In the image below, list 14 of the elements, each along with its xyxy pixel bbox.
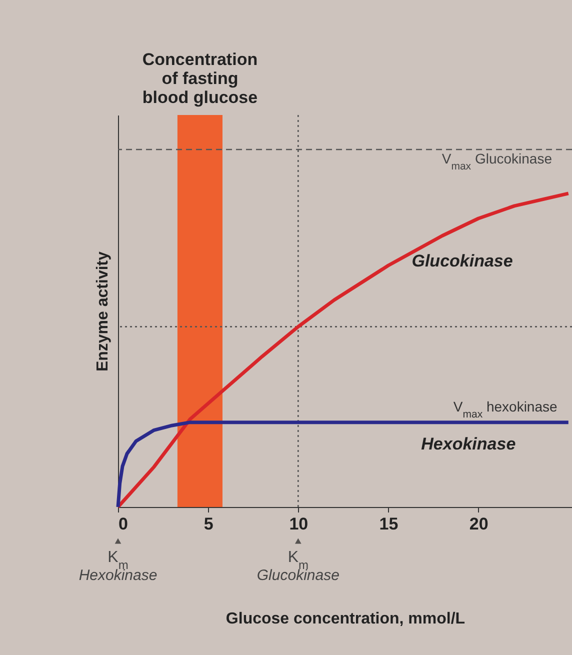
ref-line-label: V$_{max}$ Glucokinase bbox=[442, 150, 552, 172]
x-tick-label: 15 bbox=[379, 514, 398, 534]
x-tick-label: 5 bbox=[204, 514, 214, 534]
y-axis-title: Enzyme activity bbox=[94, 251, 112, 372]
annotation: K$_{m}$ Glucokinase bbox=[256, 549, 340, 584]
x-tick-label: 20 bbox=[469, 514, 488, 534]
annotation: K$_{m}$ Hexokinase bbox=[78, 549, 158, 584]
series-label: Hexokinase bbox=[421, 434, 516, 454]
band-label: Concentration of fasting blood glucose bbox=[142, 50, 258, 107]
x-tick-label: 0 bbox=[118, 514, 128, 534]
x-axis-title: Glucose concentration, mmol/L bbox=[226, 610, 466, 628]
x-tick-label: 10 bbox=[289, 514, 308, 534]
annotation: V$_{max}$ hexokinase bbox=[453, 398, 558, 420]
series-label: Glucokinase bbox=[412, 252, 513, 271]
